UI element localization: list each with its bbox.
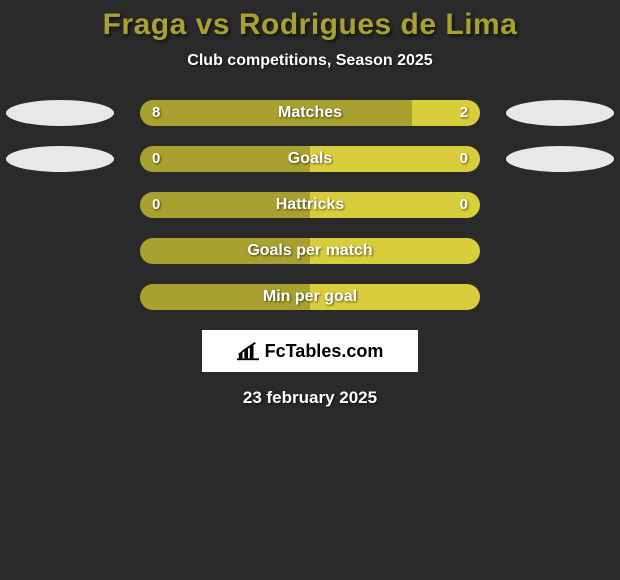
- comparison-card: Fraga vs Rodrigues de Lima Club competit…: [0, 0, 620, 580]
- logo-box[interactable]: FcTables.com: [202, 330, 418, 372]
- comparison-row: Hattricks00: [0, 192, 620, 218]
- comparison-rows: Matches82 Goals00 Hattricks00 Goals per mat…: [0, 100, 620, 310]
- logo-text: FcTables.com: [265, 341, 384, 362]
- avatar-right: [506, 146, 614, 172]
- row-label: Matches: [140, 100, 480, 126]
- avatar-right: [506, 100, 614, 126]
- row-label: Hattricks: [140, 192, 480, 218]
- avatar-left: [6, 100, 114, 126]
- row-label: Goals: [140, 146, 480, 172]
- vs-text: vs: [196, 8, 239, 41]
- player-left-name: Fraga: [103, 8, 187, 41]
- comparison-row: Min per goal: [0, 284, 620, 310]
- date: 23 february 2025: [0, 388, 620, 408]
- title: Fraga vs Rodrigues de Lima: [0, 0, 620, 42]
- avatar-left: [6, 146, 114, 172]
- subtitle: Club competitions, Season 2025: [0, 52, 620, 70]
- row-label: Goals per match: [140, 238, 480, 264]
- comparison-row: Goals per match: [0, 238, 620, 264]
- comparison-row: Goals00: [0, 146, 620, 172]
- barchart-icon: [237, 341, 259, 361]
- comparison-row: Matches82: [0, 100, 620, 126]
- row-label: Min per goal: [140, 284, 480, 310]
- player-right-name: Rodrigues de Lima: [239, 8, 518, 41]
